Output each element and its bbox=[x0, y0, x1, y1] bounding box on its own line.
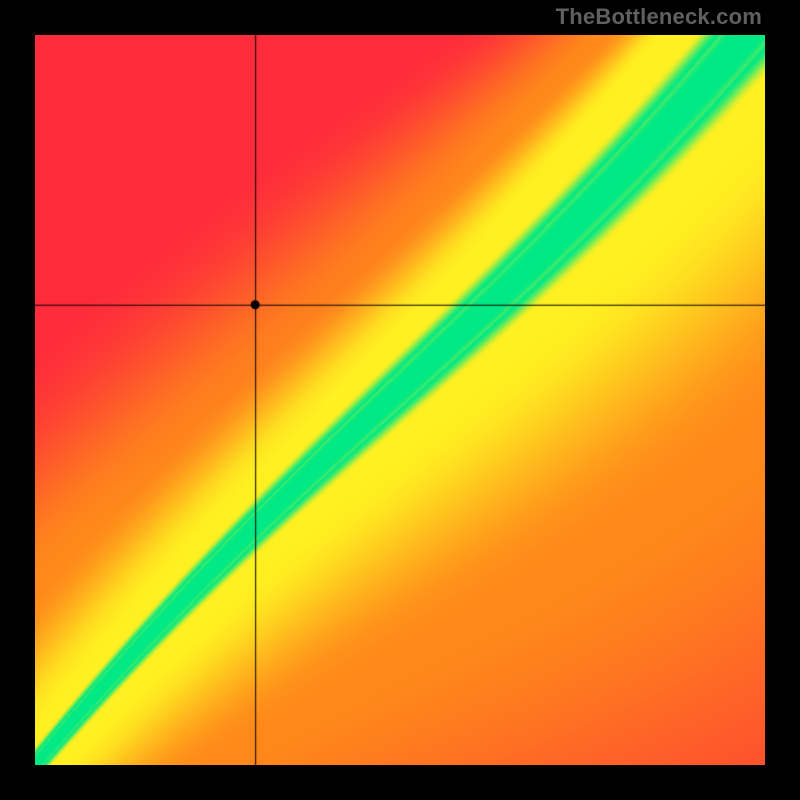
bottleneck-heatmap bbox=[35, 35, 765, 765]
chart-container: TheBottleneck.com bbox=[0, 0, 800, 800]
watermark-text: TheBottleneck.com bbox=[556, 4, 762, 30]
